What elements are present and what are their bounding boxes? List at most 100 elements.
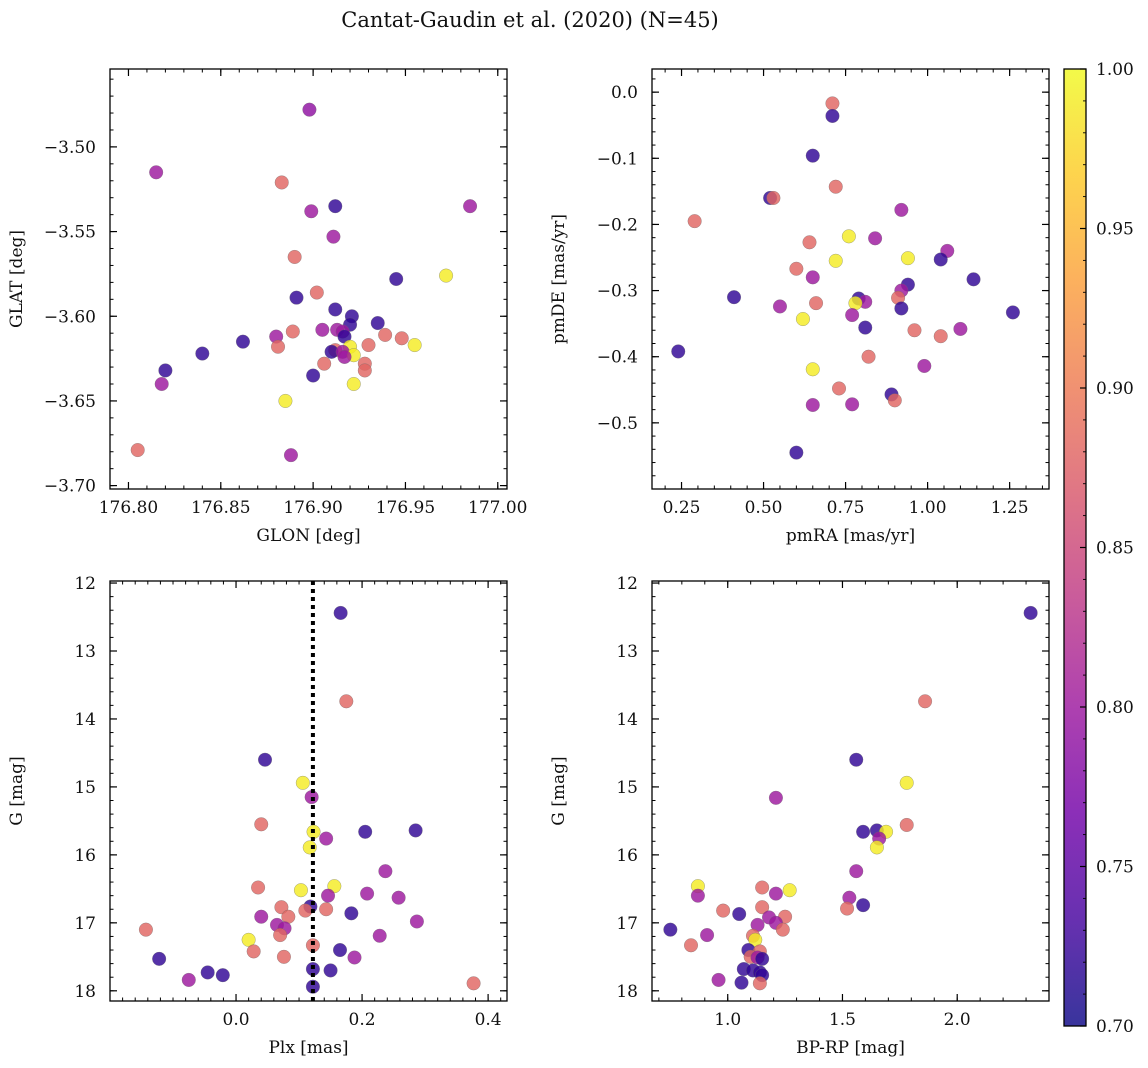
scatter-point	[861, 349, 876, 364]
y-tick-label: −0.3	[597, 282, 638, 302]
scatter-point	[306, 368, 321, 383]
panels: 176.80 176.85 176.90 176.95 177.00 −3.70 −3.65…	[7, 68, 1050, 1058]
scatter-point	[295, 775, 310, 790]
y-tick-label: 14	[616, 710, 638, 730]
scatter-point	[130, 443, 145, 458]
scatter-point	[246, 944, 261, 959]
scatter-point	[845, 308, 860, 323]
scatter-point	[298, 903, 313, 918]
scatter-points	[130, 102, 478, 463]
panel-top-left: 176.80 176.85 176.90 176.95 177.00 −3.70 −3.65…	[7, 68, 528, 546]
scatter-point	[320, 888, 336, 903]
scatter-point	[394, 331, 409, 346]
x-tick-label: 1.0	[714, 1010, 741, 1030]
scatter-point	[868, 231, 883, 246]
scatter-point	[755, 880, 770, 895]
scatter-point	[841, 229, 856, 244]
scatter-point	[899, 817, 914, 833]
x-tick-label: 176.85	[191, 498, 250, 518]
x-tick-label: 176.95	[376, 498, 435, 518]
scatter-point	[278, 393, 293, 408]
scatter-point	[319, 831, 334, 846]
panel-bottom-left: 0.0 0.2 0.4 12 13 14 15 16 17 18 Plx [mas] G [mag]	[7, 574, 508, 1058]
scatter-point	[317, 356, 332, 371]
scatter-point	[315, 322, 330, 337]
ticks	[652, 69, 1049, 490]
axes-frame	[651, 580, 1050, 1002]
scatter-point	[391, 890, 406, 905]
scatter-point	[768, 886, 783, 901]
panel-top-right: 0.25 0.50 0.75 1.00 1.25 −0.5 −0.4 −0.3 −0.2 −0.1…	[549, 68, 1050, 546]
y-tick-label: −3.60	[44, 307, 96, 327]
scatter-point	[305, 979, 320, 994]
figure-title: Cantat-Gaudin et al. (2020) (N=45)	[341, 8, 719, 32]
scatter-point	[700, 928, 715, 943]
scatter-point	[347, 950, 362, 965]
x-tick-label: 2.0	[944, 1010, 971, 1030]
scatter-point	[755, 900, 770, 915]
scatter-point	[370, 315, 385, 331]
scatter-point	[346, 376, 361, 392]
scatter-point	[344, 906, 359, 921]
y-tick-label: 12	[616, 574, 638, 594]
scatter-point	[195, 346, 210, 361]
scatter-point	[337, 349, 352, 364]
y-tick-label: 14	[74, 710, 96, 730]
scatter-point	[273, 928, 288, 943]
scatter-point	[332, 942, 348, 958]
scatter-point	[328, 302, 343, 317]
y-tick-label: 17	[74, 914, 96, 934]
scatter-point	[766, 190, 781, 206]
axes-frame	[651, 68, 1050, 490]
scatter-point	[254, 817, 269, 832]
y-tick-label: 16	[74, 846, 96, 866]
x-tick-label: 176.90	[283, 498, 342, 518]
x-axis-label: pmRA [mas/yr]	[786, 526, 915, 546]
scatter-point	[408, 823, 423, 838]
ticks	[109, 581, 507, 1001]
scatter-point	[463, 199, 478, 214]
colorbar: 0.70 0.75 0.80 0.85 0.90 0.95 1.00	[1063, 60, 1134, 1037]
x-tick-label: 177.00	[468, 498, 527, 518]
y-tick-label: 17	[616, 914, 638, 934]
scatter-point	[200, 965, 215, 980]
panel-bottom-right: 1.0 1.5 2.0 12 13 14 15 16 17 18 BP-RP [mag] G [mag…	[549, 574, 1050, 1058]
scatter-point	[726, 290, 742, 305]
ticks	[652, 581, 1050, 1001]
scatter-point	[809, 296, 824, 311]
scatter-point	[333, 605, 348, 620]
scatter-point	[683, 938, 699, 953]
scatter-point	[283, 448, 299, 463]
scatter-point	[407, 338, 422, 353]
scatter-point	[933, 252, 948, 267]
y-tick-label: −3.55	[44, 223, 96, 243]
scatter-point	[899, 775, 914, 790]
scatter-point	[358, 824, 373, 839]
scatter-point	[357, 363, 372, 378]
y-axis-label: G [mag]	[549, 756, 569, 825]
scatter-point	[966, 272, 981, 287]
scatter-point	[831, 381, 847, 396]
scatter-point	[302, 102, 317, 117]
x-axis-label: GLON [deg]	[256, 526, 360, 546]
scatter-point	[828, 179, 843, 194]
scatter-point	[319, 902, 334, 917]
y-tick-label: 13	[616, 642, 638, 662]
scatter-points	[138, 605, 481, 994]
scatter-point	[849, 752, 864, 767]
scatter-point	[825, 108, 840, 124]
x-tick-label: 1.25	[991, 498, 1029, 518]
scatter-point	[869, 840, 884, 855]
y-tick-label: −0.1	[597, 149, 638, 169]
axes-frame	[109, 580, 508, 1002]
scatter-point	[274, 175, 289, 190]
scatter-point	[663, 922, 678, 937]
scatter-point	[1005, 305, 1020, 320]
scatter-point	[953, 321, 968, 336]
x-axis-label: Plx [mas]	[268, 1038, 348, 1058]
scatter-point	[894, 202, 909, 217]
scatter-point	[378, 327, 393, 342]
colorbar-gradient	[1064, 69, 1086, 1026]
scatter-point	[326, 229, 341, 244]
